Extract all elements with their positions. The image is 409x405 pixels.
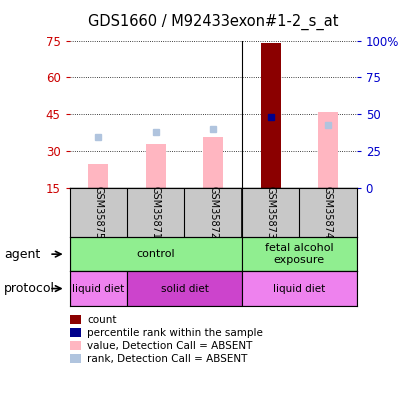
Bar	[127, 271, 241, 306]
Text: GSM35874: GSM35874	[322, 186, 332, 239]
Bar	[203, 136, 222, 188]
Text: GDS1660 / M92433exon#1-2_s_at: GDS1660 / M92433exon#1-2_s_at	[88, 14, 337, 30]
Text: agent: agent	[4, 247, 40, 261]
Text: protocol: protocol	[4, 282, 55, 295]
Text: GSM35873: GSM35873	[265, 186, 275, 239]
Text: fetal alcohol
exposure: fetal alcohol exposure	[264, 243, 333, 265]
Text: count: count	[87, 315, 117, 325]
Text: GSM35871: GSM35871	[151, 186, 160, 239]
Text: rank, Detection Call = ABSENT: rank, Detection Call = ABSENT	[87, 354, 247, 364]
Text: liquid diet: liquid diet	[72, 284, 124, 294]
Text: percentile rank within the sample: percentile rank within the sample	[87, 328, 263, 338]
Text: GSM35872: GSM35872	[208, 186, 218, 239]
Bar	[241, 271, 356, 306]
Text: control: control	[136, 249, 175, 259]
Bar	[70, 271, 127, 306]
Text: liquid diet: liquid diet	[272, 284, 325, 294]
Text: value, Detection Call = ABSENT: value, Detection Call = ABSENT	[87, 341, 252, 351]
Text: solid diet: solid diet	[160, 284, 208, 294]
Bar	[146, 144, 165, 188]
Text: GSM35875: GSM35875	[93, 186, 103, 239]
Bar	[260, 43, 280, 188]
Bar	[317, 112, 337, 188]
Bar	[70, 237, 241, 271]
Bar	[88, 164, 108, 188]
Bar	[241, 237, 356, 271]
